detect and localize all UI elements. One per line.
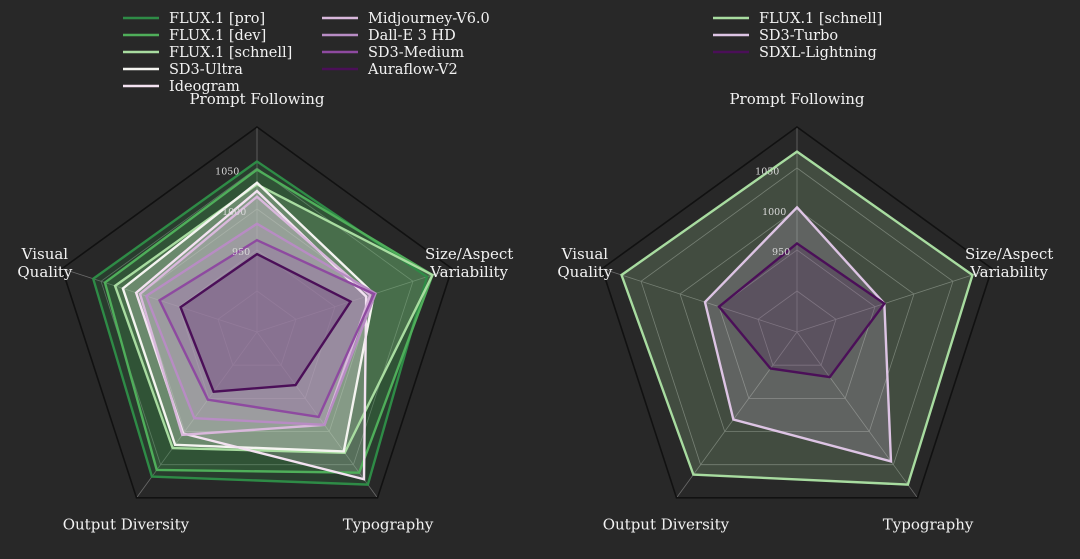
legend-label: FLUX.1 [pro] [169, 11, 265, 27]
legend-item: Ideogram [123, 79, 240, 95]
radar-grid [601, 126, 993, 499]
radar-frame [61, 126, 453, 499]
radar-series [91, 159, 435, 486]
axis-label: Size/Aspect Variability [965, 245, 1053, 281]
tick-label: 950 [772, 247, 790, 258]
series-outline [144, 222, 378, 427]
legend-label: Dall-E 3 HD [368, 28, 456, 44]
axis-spoke [796, 331, 918, 499]
axis-label: Typography [343, 515, 434, 533]
legend-label: FLUX.1 [schnell] [759, 11, 882, 27]
legend-label: SD3-Medium [368, 45, 464, 61]
tick-label: 1000 [762, 207, 786, 218]
series-area [621, 151, 973, 485]
axis-label: Size/Aspect Variability [425, 245, 513, 281]
radar-series [620, 150, 974, 486]
series-area [115, 184, 433, 453]
legend-item: Dall-E 3 HD [322, 28, 456, 44]
legend-label: Midjourney-V6.0 [368, 11, 490, 27]
grid-ring [217, 290, 297, 366]
legend-item: FLUX.1 [dev] [123, 28, 266, 44]
grid-ring [757, 290, 837, 366]
axis-label: Prompt Following [729, 90, 864, 108]
series-outline [703, 205, 893, 463]
grid-ring [679, 208, 915, 432]
legend: FLUX.1 [pro]FLUX.1 [dev]FLUX.1 [schnell]… [123, 11, 490, 95]
series-outline [717, 241, 887, 379]
axis-spoke [601, 268, 798, 333]
legend-item: Auraflow-V2 [322, 62, 458, 78]
axis-label: Output Diversity [63, 515, 190, 533]
legend-label: SD3-Ultra [169, 62, 243, 78]
legend-label: FLUX.1 [dev] [169, 28, 266, 44]
axis-label: Visual Quality [557, 245, 613, 281]
axis-spoke [256, 331, 378, 499]
axis-spoke [796, 268, 993, 333]
legend-label: FLUX.1 [schnell] [169, 45, 292, 61]
legend-item: SD3-Medium [322, 45, 464, 61]
series-outline [113, 182, 435, 454]
legend-item: FLUX.1 [schnell] [123, 45, 292, 61]
legend-item: SDXL-Lightning [713, 45, 877, 61]
tick-label: 1050 [755, 166, 779, 177]
grid-ring [178, 249, 336, 399]
axis-label: Output Diversity [603, 515, 730, 533]
series-area [719, 243, 885, 378]
legend-label: SD3-Turbo [759, 28, 838, 44]
series-outline [121, 181, 376, 453]
series-area [180, 254, 351, 392]
series-outline [134, 189, 368, 481]
axis-spoke [676, 331, 798, 499]
axis-label: Prompt Following [189, 90, 324, 108]
legend-label: SDXL-Lightning [759, 45, 877, 61]
series-outline [103, 168, 434, 474]
legend-label: Ideogram [169, 79, 240, 95]
axis-label: Typography [883, 515, 974, 533]
tick-label: 1000 [222, 207, 246, 218]
legend-label: Auraflow-V2 [367, 62, 458, 78]
series-outline [620, 150, 974, 486]
axis-spoke [256, 268, 453, 333]
series-area [704, 207, 891, 462]
series-outline [157, 238, 376, 419]
tick-label: 1050 [215, 166, 239, 177]
legend-item: FLUX.1 [schnell] [713, 11, 882, 27]
legend-item: SD3-Turbo [713, 28, 838, 44]
radar-chart-full-models: 950 1000 1050 Prompt Following Size/Aspect Va… [17, 11, 513, 533]
radar-chart-fast-models: 950 1000 1050 Prompt Following Size/Aspect Va… [557, 11, 1053, 533]
legend-item: SD3-Ultra [123, 62, 243, 78]
axis-label: Visual Quality [17, 245, 73, 281]
legend-item: FLUX.1 [pro] [123, 11, 265, 27]
grid-ring [640, 167, 954, 466]
series-outline [179, 252, 353, 393]
grid-ring [100, 167, 414, 466]
radar-frame [601, 126, 993, 499]
tick-label: 950 [232, 247, 250, 258]
legend-item: Midjourney-V6.0 [322, 11, 490, 27]
